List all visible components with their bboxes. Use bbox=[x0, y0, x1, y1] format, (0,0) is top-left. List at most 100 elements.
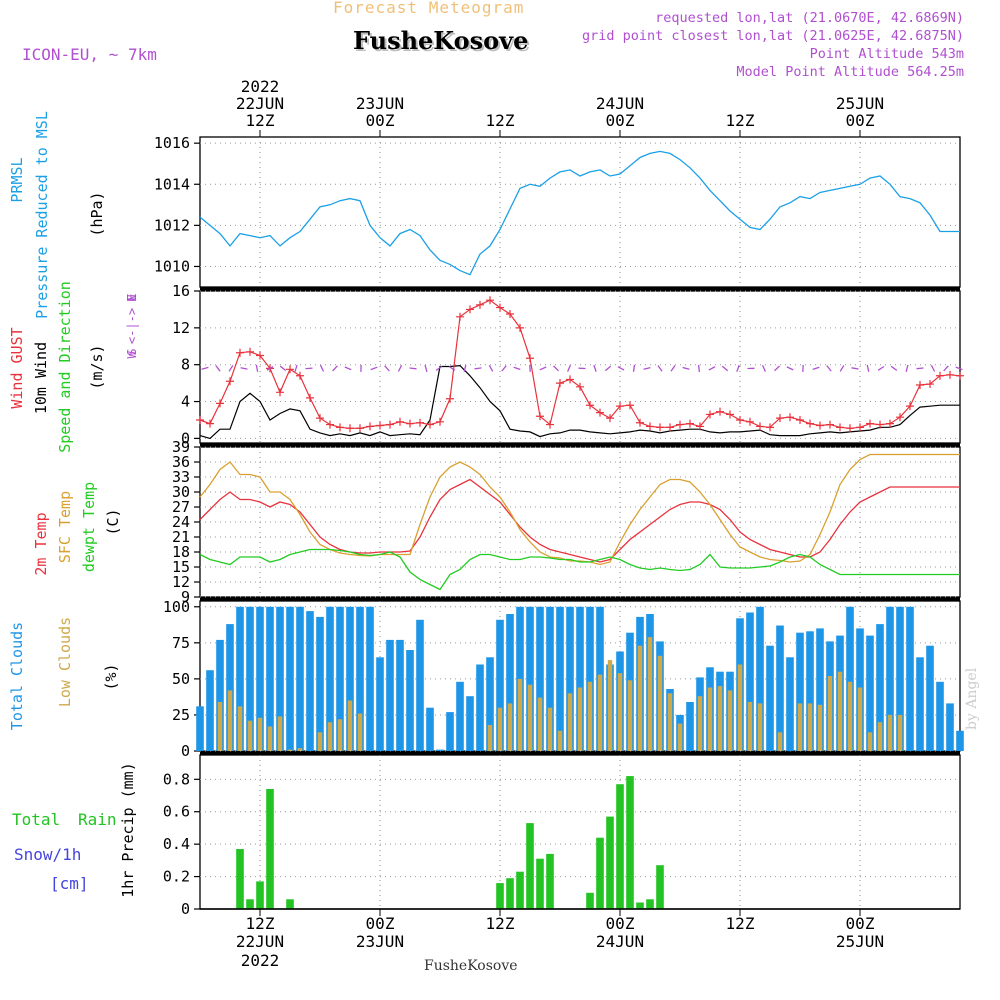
y-tick-label: 16 bbox=[172, 282, 190, 300]
gust-marker bbox=[846, 424, 854, 433]
total-cloud-bar bbox=[326, 606, 334, 751]
wind-direction-arrow bbox=[240, 367, 248, 370]
wind-direction-arrow bbox=[409, 367, 417, 370]
y-tick-label: 0.6 bbox=[163, 803, 190, 821]
low-cloud-bar bbox=[627, 680, 633, 751]
wind-direction-arrow bbox=[384, 365, 390, 372]
gust-marker bbox=[726, 410, 734, 419]
watermark: by Angel bbox=[964, 667, 980, 730]
y-tick-label: 0 bbox=[181, 742, 190, 760]
legend-rain: Rain bbox=[78, 810, 117, 829]
gust-marker bbox=[716, 407, 724, 416]
wind-direction-arrow bbox=[228, 365, 234, 372]
ylabel-pressure-msl: Pressure Reduced to MSL bbox=[33, 111, 51, 319]
gust-marker bbox=[276, 388, 284, 397]
total-cloud-bar bbox=[216, 639, 224, 751]
total-cloud-bar bbox=[776, 625, 784, 751]
low-cloud-bar bbox=[727, 690, 733, 751]
top-date-label: 22JUN bbox=[236, 94, 284, 113]
gust-marker bbox=[456, 312, 464, 321]
total-cloud-bar bbox=[406, 650, 414, 751]
rain-bar bbox=[506, 878, 514, 909]
y-tick-label: 0.4 bbox=[163, 835, 190, 853]
total-cloud-bar bbox=[566, 606, 574, 751]
low-cloud-bar bbox=[807, 703, 813, 751]
gust-marker bbox=[216, 399, 224, 408]
wind-direction-arrow bbox=[930, 365, 936, 372]
bottom-hour-label: 12Z bbox=[726, 914, 755, 933]
low-cloud-bar bbox=[317, 732, 323, 752]
total-cloud-bar bbox=[756, 606, 764, 751]
low-cloud-bar bbox=[597, 674, 603, 751]
total-cloud-bar bbox=[466, 696, 474, 751]
bottom-year-label: 2022 bbox=[241, 951, 280, 970]
top-date-label: 24JUN bbox=[596, 94, 644, 113]
gust-marker bbox=[746, 417, 754, 426]
bottom-date-label: 24JUN bbox=[596, 932, 644, 951]
y-tick-label: 75 bbox=[172, 634, 190, 652]
y-tick-label: 33 bbox=[172, 468, 190, 486]
gust-marker bbox=[626, 401, 634, 410]
gust-marker bbox=[606, 414, 614, 423]
wind-direction-arrow bbox=[305, 367, 313, 370]
wind-direction-arrow bbox=[604, 365, 612, 372]
wind-direction-arrow bbox=[943, 365, 949, 372]
bottom-hour-label: 12Z bbox=[246, 914, 275, 933]
wind-direction-arrow bbox=[474, 367, 482, 370]
total-cloud-bar bbox=[536, 606, 544, 751]
top-date-label: 25JUN bbox=[836, 94, 884, 113]
total-cloud-bar bbox=[556, 606, 564, 751]
wind-direction-arrow bbox=[567, 364, 571, 372]
y-tick-label: 1012 bbox=[154, 216, 190, 234]
low-cloud-bar bbox=[817, 704, 823, 751]
gust-marker bbox=[916, 380, 924, 389]
total-cloud-bar bbox=[886, 606, 894, 751]
total-cloud-bar bbox=[946, 703, 954, 751]
panel-frame-wind bbox=[199, 290, 961, 444]
rain-bar bbox=[626, 776, 634, 909]
rain-bar bbox=[616, 784, 624, 909]
y-tick-label: 4 bbox=[181, 393, 190, 411]
wind-direction-arrow bbox=[826, 365, 832, 372]
wind-direction-arrow bbox=[721, 365, 729, 372]
low-cloud-bar bbox=[327, 722, 333, 751]
gust-marker bbox=[636, 418, 644, 427]
ylabel-prmsl: PRMSL bbox=[8, 157, 26, 202]
wind-direction-arrow bbox=[736, 364, 740, 372]
gust-marker bbox=[466, 305, 474, 314]
gust-marker bbox=[936, 371, 944, 380]
low-cloud-bar bbox=[897, 714, 903, 751]
low-cloud-bar bbox=[347, 700, 353, 751]
gust-marker bbox=[426, 420, 434, 429]
gust-marker bbox=[486, 296, 494, 305]
total-cloud-bar bbox=[766, 645, 774, 751]
low-cloud-bar bbox=[527, 684, 533, 751]
low-cloud-bar bbox=[677, 723, 683, 751]
gust-marker bbox=[676, 420, 684, 429]
gust-marker bbox=[586, 401, 594, 410]
wind-direction-arrow bbox=[344, 366, 352, 371]
bottom-hour-label: 00Z bbox=[366, 914, 395, 933]
total-cloud-bar bbox=[416, 619, 424, 752]
total-cloud-bar bbox=[456, 681, 464, 751]
total-cloud-bar bbox=[506, 614, 514, 751]
ylabel-percent: (%) bbox=[102, 663, 120, 690]
low-cloud-bar bbox=[237, 706, 243, 751]
y-tick-label: 0 bbox=[181, 900, 190, 918]
total-cloud-bar bbox=[686, 702, 694, 751]
gust-marker bbox=[886, 419, 894, 428]
total-cloud-bar bbox=[246, 606, 254, 751]
gust-marker bbox=[526, 354, 534, 363]
pressure-line bbox=[199, 150, 960, 276]
rain-bar bbox=[646, 899, 654, 909]
low-cloud-bar bbox=[697, 696, 703, 751]
low-cloud-bar bbox=[847, 681, 853, 751]
total-cloud-bar bbox=[306, 611, 314, 751]
gust-marker bbox=[296, 371, 304, 380]
requested-coords: requested lon,lat (21.0670E, 42.6869N) bbox=[655, 10, 964, 26]
gust-marker bbox=[786, 413, 794, 422]
total-cloud-bar bbox=[346, 606, 354, 751]
gust-marker bbox=[836, 423, 844, 432]
y-tick-label: 0.2 bbox=[163, 868, 190, 886]
compass-s: S bbox=[125, 348, 139, 355]
